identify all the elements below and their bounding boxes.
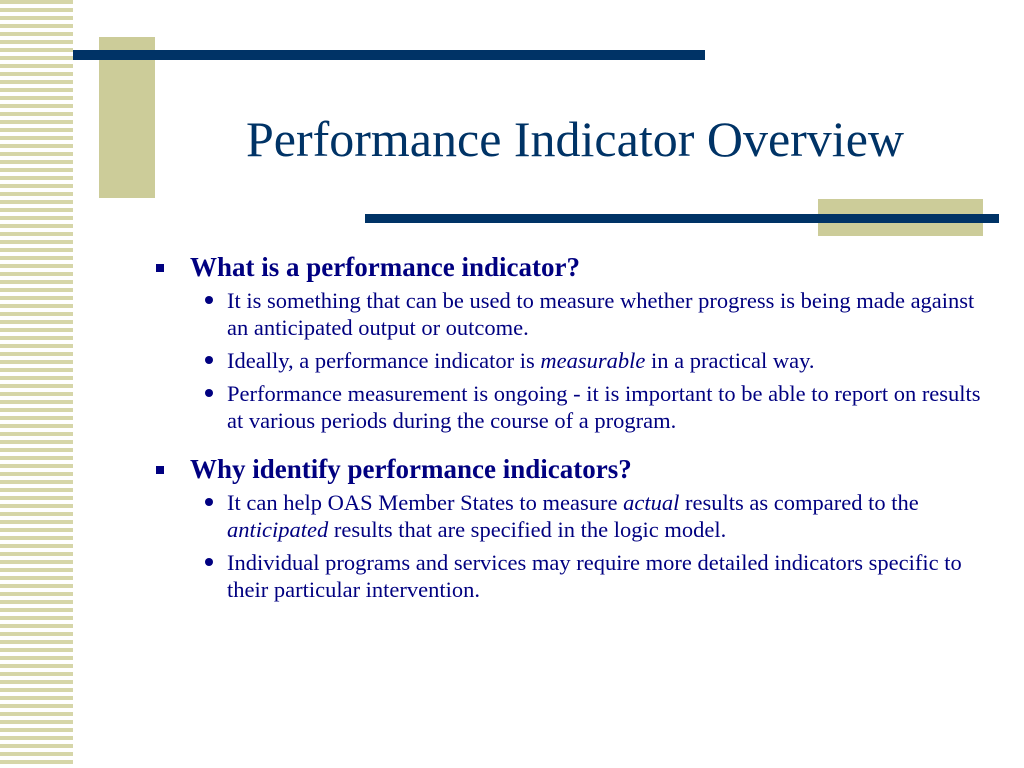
decorative-line-top bbox=[73, 50, 705, 60]
bullet-item: It is something that can be used to meas… bbox=[156, 287, 986, 341]
bullet-text: Ideally, a performance indicator is bbox=[227, 348, 541, 373]
square-bullet-icon bbox=[156, 264, 164, 272]
bullet-item: Individual programs and services may req… bbox=[156, 549, 986, 603]
decorative-block-top-left bbox=[99, 37, 155, 198]
bullet-text: Individual programs and services may req… bbox=[227, 550, 962, 602]
bullet-emphasis: actual bbox=[623, 490, 680, 515]
bullet-text: in a practical way. bbox=[645, 348, 815, 373]
bullet-emphasis: measurable bbox=[540, 348, 646, 373]
slide-content: What is a performance indicator? It is s… bbox=[156, 250, 986, 609]
bullet-text: Performance measurement is ongoing - it … bbox=[227, 381, 981, 433]
slide-title: Performance Indicator Overview bbox=[245, 111, 905, 167]
bullet-item: It can help OAS Member States to measure… bbox=[156, 489, 986, 543]
decorative-stripes bbox=[0, 0, 73, 768]
bullet-text: It is something that can be used to meas… bbox=[227, 288, 975, 340]
round-bullet-icon bbox=[205, 389, 213, 397]
round-bullet-icon bbox=[205, 498, 213, 506]
bullet-text: results as compared to the bbox=[679, 490, 919, 515]
section-heading-text: Why identify performance indicators? bbox=[190, 454, 632, 484]
round-bullet-icon bbox=[205, 356, 213, 364]
round-bullet-icon bbox=[205, 558, 213, 566]
section-heading: What is a performance indicator? bbox=[156, 250, 986, 284]
section-heading: Why identify performance indicators? bbox=[156, 452, 986, 486]
decorative-line-bottom bbox=[365, 214, 999, 223]
square-bullet-icon bbox=[156, 466, 164, 474]
bullet-item: Performance measurement is ongoing - it … bbox=[156, 380, 986, 434]
section-heading-text: What is a performance indicator? bbox=[190, 252, 580, 282]
bullet-text: It can help OAS Member States to measure bbox=[227, 490, 624, 515]
bullet-emphasis: anticipated bbox=[227, 517, 329, 542]
bullet-item: Ideally, a performance indicator is meas… bbox=[156, 347, 986, 374]
bullet-text: results that are specified in the logic … bbox=[328, 517, 727, 542]
round-bullet-icon bbox=[205, 296, 213, 304]
